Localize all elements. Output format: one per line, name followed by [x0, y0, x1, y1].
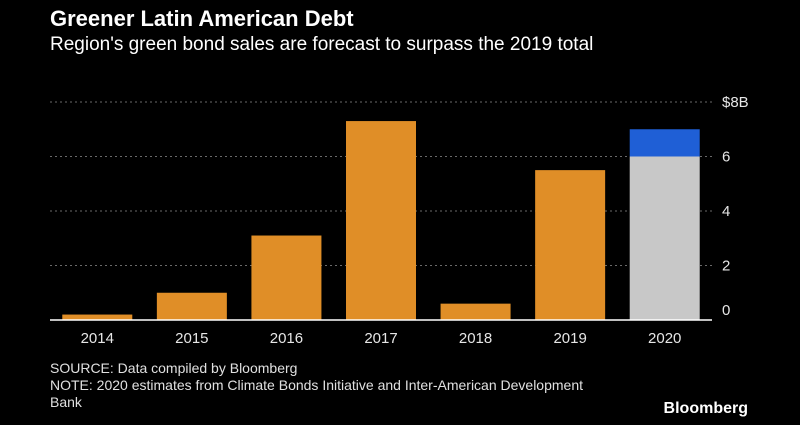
bar: [440, 303, 511, 320]
bars: [62, 121, 700, 320]
forecast-bar: [629, 129, 700, 157]
x-tick-label: 2017: [364, 330, 397, 347]
x-tick-label: 2018: [459, 330, 492, 347]
x-tick-label: 2020: [648, 330, 681, 347]
y-tick-label: $8B: [722, 94, 749, 111]
bar: [629, 156, 700, 320]
chart-footer: SOURCE: Data compiled by Bloomberg NOTE:…: [50, 360, 610, 411]
estimate-note: NOTE: 2020 estimates from Climate Bonds …: [50, 377, 584, 410]
bar: [156, 292, 227, 320]
x-tick-label: 2015: [175, 330, 208, 347]
bar: [62, 314, 133, 320]
y-tick-label: 4: [722, 203, 730, 220]
chart-title: Greener Latin American Debt: [50, 6, 354, 31]
labels: 0 2 4 6 $8B 2014 2015 2016 2017 2018 2019 2020: [81, 94, 749, 347]
x-tick-label: 2014: [81, 330, 114, 347]
y-tick-label: 0: [722, 302, 730, 319]
bar: [535, 170, 606, 320]
x-tick-label: 2016: [270, 330, 303, 347]
bar: [251, 235, 322, 320]
x-tick-label: 2019: [553, 330, 586, 347]
y-tick-label: 2: [722, 258, 730, 275]
bloomberg-logo: Bloomberg: [663, 400, 748, 417]
bar: [346, 121, 416, 320]
y-tick-label: 6: [722, 149, 730, 166]
source-note: SOURCE: Data compiled by Bloomberg: [50, 360, 298, 376]
chart-subtitle: Region's green bond sales are forecast t…: [50, 34, 594, 55]
